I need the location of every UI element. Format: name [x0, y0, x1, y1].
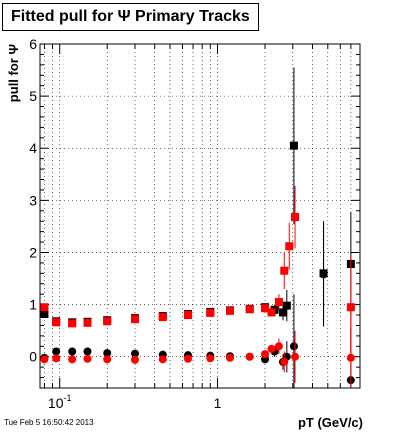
grid-lines	[40, 43, 361, 388]
data-point-square	[280, 266, 289, 275]
data-point-square	[274, 298, 283, 306]
data-point-circle	[103, 355, 112, 364]
data-point-circle	[83, 347, 92, 356]
chart-title: Fitted pull for Ψ Primary Tracks	[2, 3, 259, 31]
y-tick-label: 2	[29, 244, 37, 260]
y-tick-label: 6	[29, 36, 37, 52]
axes: 0 1 2 3 4 5 6 10-1 1	[29, 36, 361, 411]
plot-frame	[39, 43, 361, 389]
data-point-square	[103, 317, 112, 326]
data-point-square	[206, 308, 215, 317]
data-point-square	[261, 304, 270, 313]
x-axis-label: pT (GeV/c)	[298, 415, 363, 430]
data-point-circle	[291, 352, 300, 361]
data-point-square	[278, 308, 287, 317]
data-point-circle	[289, 342, 298, 351]
data-point-square	[68, 319, 77, 328]
data-point-circle	[158, 355, 167, 364]
data-point-circle	[206, 354, 215, 363]
data-point-square	[267, 308, 276, 317]
y-tick-label: 5	[29, 88, 37, 104]
data-point-circle	[130, 355, 139, 364]
data-point-circle	[267, 344, 276, 353]
y-axis-label: pull for Ψ	[6, 44, 21, 102]
data-point-square	[40, 303, 49, 312]
data-point-square	[289, 141, 298, 150]
data-point-circle	[274, 342, 283, 351]
data-point-circle	[83, 354, 92, 363]
data-point-circle	[183, 354, 192, 363]
data-point-circle	[280, 357, 289, 366]
y-tick-label: 4	[29, 140, 37, 156]
data-point-circle	[346, 353, 355, 362]
data-point-square	[40, 309, 49, 318]
data-point-circle	[261, 350, 270, 359]
data-point-circle	[319, 270, 328, 279]
y-tick-label: 0	[29, 349, 37, 365]
data-point-square	[158, 313, 167, 322]
data-point-square	[225, 306, 234, 315]
data-point-circle	[245, 352, 254, 361]
x-tick-label: 10-1	[48, 393, 72, 411]
data-point-square	[130, 315, 139, 324]
data-point-circle	[103, 349, 112, 358]
data-point-circle	[68, 355, 77, 364]
data-point-square	[52, 318, 61, 327]
data-point-square	[183, 311, 192, 320]
data-point-square	[245, 305, 254, 314]
data-point-circle	[52, 354, 61, 363]
data-point-circle	[40, 355, 49, 364]
data-point-circle	[130, 349, 139, 358]
data-point-square	[83, 318, 92, 327]
data-markers	[40, 67, 355, 388]
data-point-circle	[225, 353, 234, 362]
y-tick-label: 3	[29, 192, 37, 208]
x-tick-label: 1	[214, 395, 222, 411]
timestamp-footer: Tue Feb 5 16:50:42 2013	[4, 418, 94, 427]
data-point-square	[291, 213, 300, 222]
data-point-circle	[52, 347, 61, 356]
y-tick-label: 1	[29, 297, 37, 313]
data-point-square	[282, 301, 291, 310]
data-point-circle	[68, 347, 77, 356]
data-point-square	[285, 242, 294, 251]
